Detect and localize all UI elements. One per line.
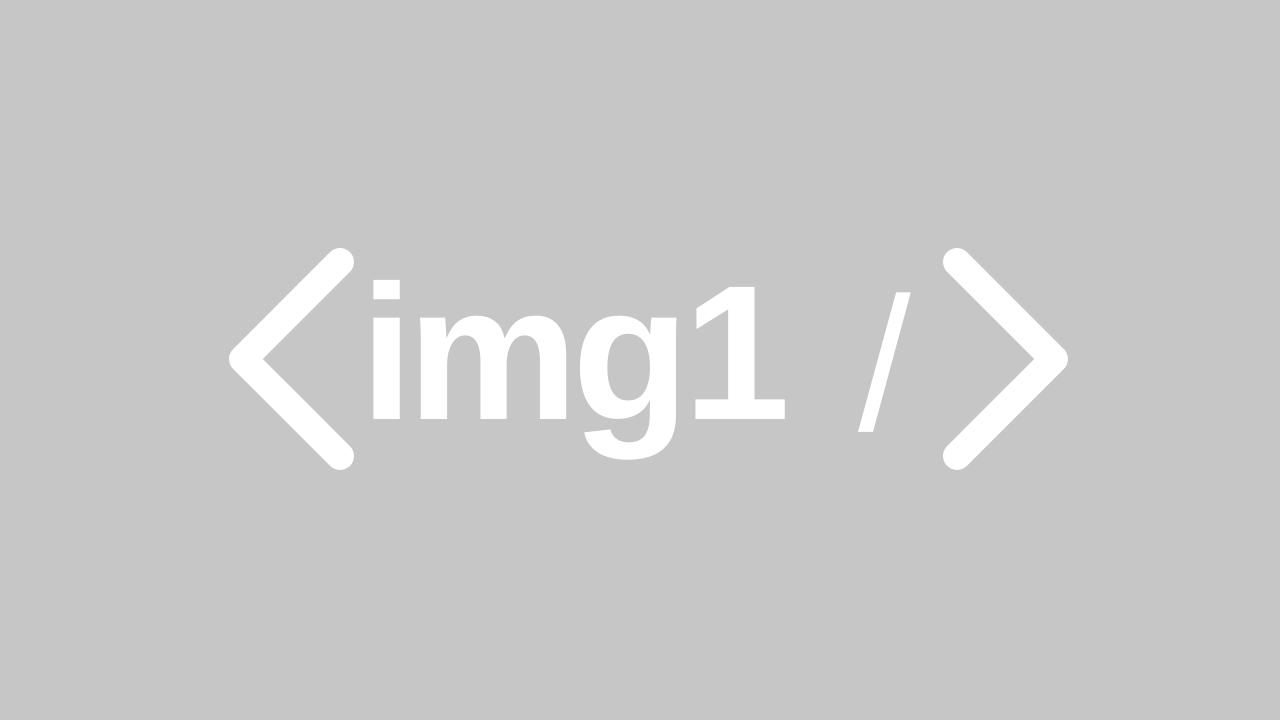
placeholder-label: img1 [360, 245, 790, 460]
slash-glyph: / [858, 259, 911, 471]
